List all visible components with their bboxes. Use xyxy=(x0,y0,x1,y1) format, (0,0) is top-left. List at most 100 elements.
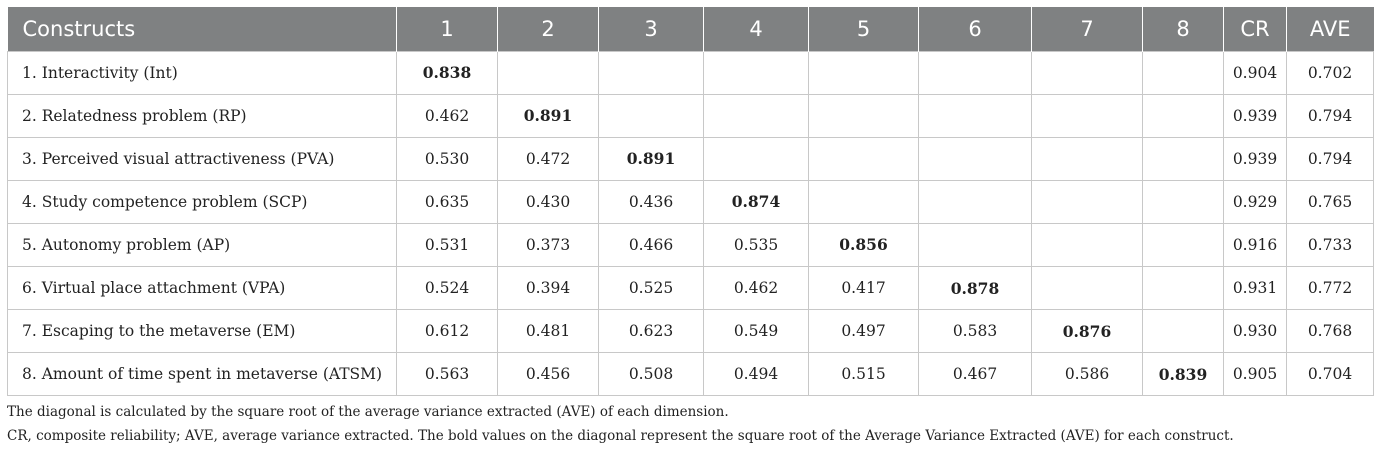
correlation-cell xyxy=(1031,222,1143,267)
header-col-4: 4 xyxy=(703,7,809,51)
correlation-cell: 0.430 xyxy=(497,179,599,224)
diagonal-cell: 0.839 xyxy=(1142,352,1224,397)
correlation-cell: 0.563 xyxy=(396,352,498,397)
table-row: 1. Interactivity (Int) 0.838 0.904 0.702 xyxy=(7,50,1374,95)
correlation-cell xyxy=(497,50,599,95)
correlation-cell xyxy=(808,136,919,181)
header-col-2: 2 xyxy=(497,7,599,51)
diagonal-cell: 0.838 xyxy=(396,50,498,95)
correlation-cell: 0.525 xyxy=(598,265,704,311)
correlation-cell: 0.535 xyxy=(703,222,809,267)
correlation-cell xyxy=(1142,222,1224,267)
correlation-cell: 0.462 xyxy=(396,93,498,138)
construct-label: 2. Relatedness problem (RP) xyxy=(7,93,397,138)
correlation-cell: 0.466 xyxy=(598,222,704,267)
correlation-cell: 0.373 xyxy=(497,222,599,267)
diagonal-cell: 0.856 xyxy=(808,222,919,267)
header-col-1: 1 xyxy=(396,7,498,51)
correlation-cell xyxy=(598,50,704,95)
correlation-cell: 0.417 xyxy=(808,265,919,311)
table-row: 8. Amount of time spent in metaverse (AT… xyxy=(7,352,1374,397)
table-row: 7. Escaping to the metaverse (EM) 0.612 0.… xyxy=(7,309,1374,354)
correlation-cell: 0.467 xyxy=(918,352,1032,397)
cr-cell: 0.929 xyxy=(1223,179,1287,224)
correlation-cell: 0.481 xyxy=(497,309,599,354)
correlation-cell xyxy=(808,179,919,224)
cr-cell: 0.930 xyxy=(1223,309,1287,354)
header-cr: CR xyxy=(1223,7,1287,51)
correlation-cell: 0.635 xyxy=(396,179,498,224)
cr-cell: 0.905 xyxy=(1223,352,1287,397)
correlation-cell: 0.612 xyxy=(396,309,498,354)
correlation-cell: 0.531 xyxy=(396,222,498,267)
cr-cell: 0.904 xyxy=(1223,50,1287,95)
header-ave: AVE xyxy=(1286,7,1374,51)
correlation-table: Constructs 1 2 3 4 5 6 7 8 CR AVE 1. Int… xyxy=(7,7,1374,397)
ave-cell: 0.704 xyxy=(1286,352,1374,397)
correlation-cell: 0.583 xyxy=(918,309,1032,354)
correlation-cell: 0.456 xyxy=(497,352,599,397)
table-notes: The diagonal is calculated by the square… xyxy=(7,400,1373,448)
table-row: 3. Perceived visual attractiveness (PVA)… xyxy=(7,136,1374,181)
ave-cell: 0.733 xyxy=(1286,222,1374,267)
header-constructs: Constructs xyxy=(7,7,397,51)
table-body: 1. Interactivity (Int) 0.838 0.904 0.702 2. … xyxy=(7,50,1374,397)
correlation-cell xyxy=(703,50,809,95)
diagonal-cell: 0.891 xyxy=(598,136,704,181)
diagonal-cell: 0.878 xyxy=(918,265,1032,311)
cr-cell: 0.931 xyxy=(1223,265,1287,311)
header-col-8: 8 xyxy=(1142,7,1224,51)
diagonal-cell: 0.891 xyxy=(497,93,599,138)
correlation-cell xyxy=(1142,50,1224,95)
header-col-3: 3 xyxy=(598,7,704,51)
table-row: 6. Virtual place attachment (VPA) 0.524 0.… xyxy=(7,265,1374,311)
correlation-cell xyxy=(1031,50,1143,95)
correlation-cell: 0.494 xyxy=(703,352,809,397)
correlation-cell xyxy=(1031,93,1143,138)
ave-cell: 0.772 xyxy=(1286,265,1374,311)
correlation-cell xyxy=(1031,136,1143,181)
correlation-cell: 0.394 xyxy=(497,265,599,311)
correlation-cell xyxy=(598,93,704,138)
correlation-cell: 0.462 xyxy=(703,265,809,311)
correlation-cell xyxy=(918,136,1032,181)
header-col-7: 7 xyxy=(1031,7,1143,51)
correlation-cell xyxy=(918,222,1032,267)
correlation-cell xyxy=(1031,265,1143,311)
correlation-cell: 0.623 xyxy=(598,309,704,354)
correlation-cell xyxy=(918,93,1032,138)
correlation-cell: 0.586 xyxy=(1031,352,1143,397)
construct-label: 4. Study competence problem (SCP) xyxy=(7,179,397,224)
construct-label: 1. Interactivity (Int) xyxy=(7,50,397,95)
table-header-row: Constructs 1 2 3 4 5 6 7 8 CR AVE xyxy=(7,7,1374,51)
correlation-cell: 0.515 xyxy=(808,352,919,397)
construct-label: 7. Escaping to the metaverse (EM) xyxy=(7,309,397,354)
construct-label: 5. Autonomy problem (AP) xyxy=(7,222,397,267)
correlation-cell: 0.508 xyxy=(598,352,704,397)
ave-cell: 0.702 xyxy=(1286,50,1374,95)
correlation-cell xyxy=(1142,179,1224,224)
correlation-cell xyxy=(1142,93,1224,138)
header-col-5: 5 xyxy=(808,7,919,51)
note-abbreviations: CR, composite reliability; AVE, average … xyxy=(7,428,1234,444)
header-col-6: 6 xyxy=(918,7,1032,51)
construct-label: 3. Perceived visual attractiveness (PVA) xyxy=(7,136,397,181)
cr-cell: 0.939 xyxy=(1223,136,1287,181)
correlation-cell xyxy=(1142,136,1224,181)
correlation-cell xyxy=(1142,309,1224,354)
correlation-cell xyxy=(808,50,919,95)
construct-label: 6. Virtual place attachment (VPA) xyxy=(7,265,397,311)
note-diagonal: The diagonal is calculated by the square… xyxy=(7,404,729,420)
ave-cell: 0.794 xyxy=(1286,93,1374,138)
correlation-cell: 0.497 xyxy=(808,309,919,354)
correlation-cell xyxy=(703,93,809,138)
table-row: 5. Autonomy problem (AP) 0.531 0.373 0.466 0… xyxy=(7,222,1374,267)
correlation-cell xyxy=(808,93,919,138)
correlation-cell xyxy=(1142,265,1224,311)
construct-label: 8. Amount of time spent in metaverse (AT… xyxy=(7,352,397,397)
table-row: 2. Relatedness problem (RP) 0.462 0.891 0.9… xyxy=(7,93,1374,138)
diagonal-cell: 0.874 xyxy=(703,179,809,224)
correlation-cell xyxy=(703,136,809,181)
cr-cell: 0.916 xyxy=(1223,222,1287,267)
correlation-cell: 0.436 xyxy=(598,179,704,224)
